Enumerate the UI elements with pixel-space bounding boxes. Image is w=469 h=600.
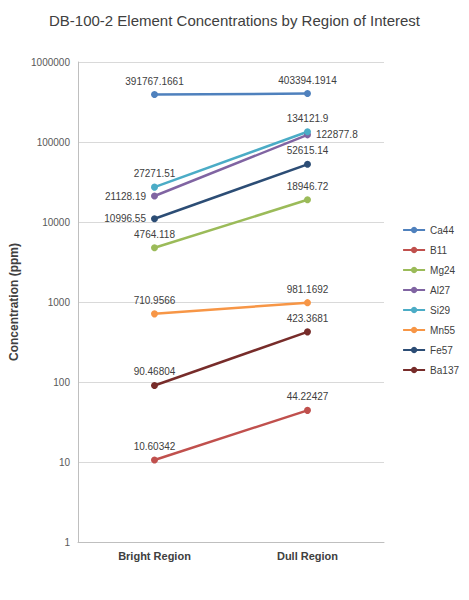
svg-text:Ba137: Ba137: [430, 365, 459, 376]
svg-text:1: 1: [64, 537, 70, 548]
svg-text:1000: 1000: [48, 297, 71, 308]
svg-text:Dull Region: Dull Region: [277, 550, 338, 562]
svg-text:Bright Region: Bright Region: [118, 550, 191, 562]
svg-text:4764.118: 4764.118: [134, 229, 175, 240]
svg-text:391767.1661: 391767.1661: [125, 76, 184, 87]
svg-text:100000: 100000: [37, 137, 71, 148]
svg-text:Mn55: Mn55: [430, 325, 455, 336]
svg-text:122877.8: 122877.8: [316, 129, 358, 140]
svg-text:27271.51: 27271.51: [134, 168, 176, 179]
svg-text:90.46804: 90.46804: [134, 366, 176, 377]
svg-text:100: 100: [53, 377, 70, 388]
svg-text:1000000: 1000000: [31, 57, 70, 68]
svg-text:Mg24: Mg24: [430, 265, 455, 276]
svg-text:10.60342: 10.60342: [134, 441, 176, 452]
svg-text:Ca44: Ca44: [430, 225, 454, 236]
svg-text:981.1692: 981.1692: [287, 284, 329, 295]
svg-text:134121.9: 134121.9: [287, 113, 329, 124]
svg-text:Si29: Si29: [430, 305, 450, 316]
svg-text:10: 10: [59, 457, 71, 468]
svg-text:Fe57: Fe57: [430, 345, 453, 356]
svg-text:18946.72: 18946.72: [287, 181, 329, 192]
svg-text:21128.19: 21128.19: [105, 191, 146, 202]
svg-text:44.22427: 44.22427: [287, 391, 329, 402]
svg-text:Al27: Al27: [430, 285, 450, 296]
svg-text:10000: 10000: [42, 217, 70, 228]
svg-text:DB-100-2 Element Concentration: DB-100-2 Element Concentrations by Regio…: [49, 12, 421, 29]
svg-text:B11: B11: [430, 245, 447, 256]
svg-text:403394.1914: 403394.1914: [278, 75, 337, 86]
svg-text:423.3681: 423.3681: [287, 313, 329, 324]
svg-text:52615.14: 52615.14: [287, 145, 329, 156]
svg-text:Concentration (ppm): Concentration (ppm): [7, 243, 21, 361]
svg-text:710.9566: 710.9566: [134, 295, 176, 306]
svg-text:10996.55: 10996.55: [104, 213, 146, 224]
